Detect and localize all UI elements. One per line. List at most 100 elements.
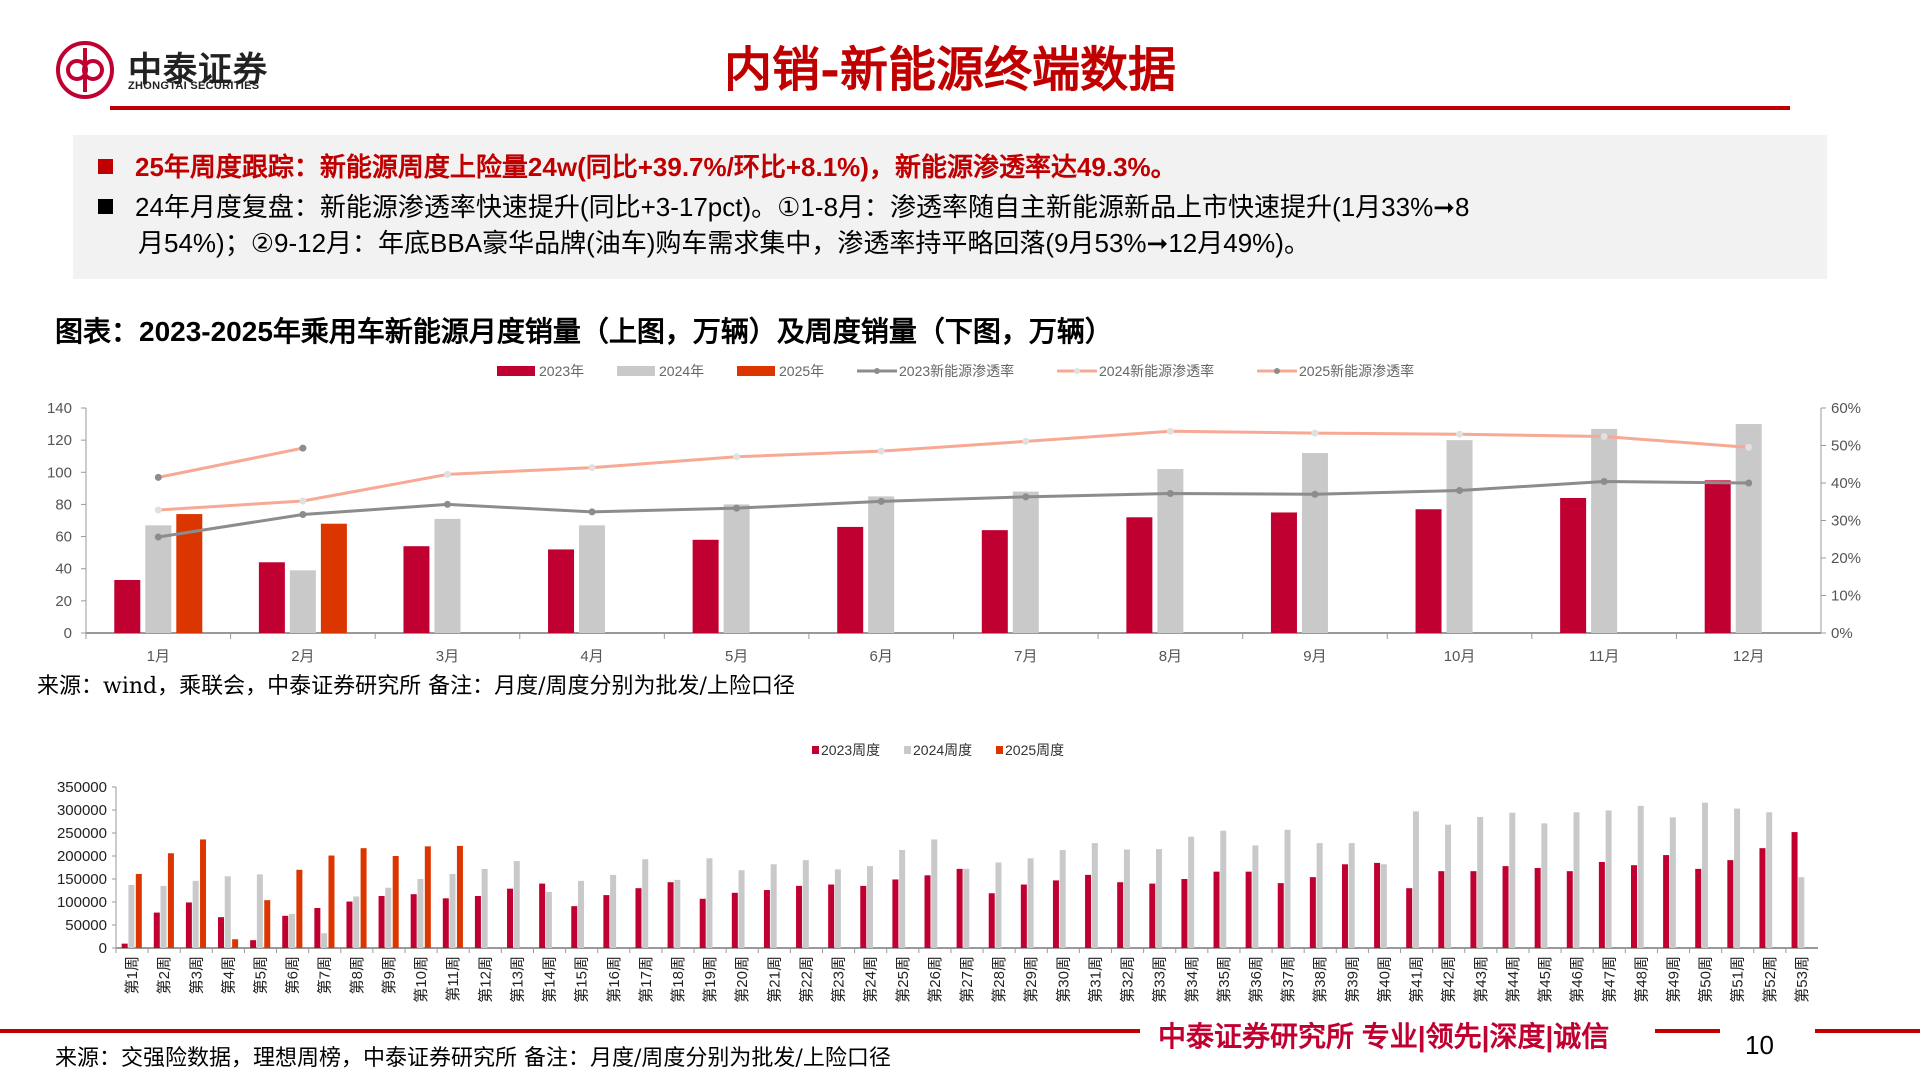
point-2024新能源渗透率 <box>1311 429 1319 437</box>
bar-2023周度 <box>1470 871 1477 948</box>
y2-tick-label: 50% <box>1831 438 1861 455</box>
point-2023新能源渗透率 <box>1166 490 1174 497</box>
bar-2024周度 <box>1734 808 1741 948</box>
x-tick-label: 11月 <box>1589 648 1620 665</box>
bar-2025周度 <box>296 869 303 948</box>
bar-2023年 <box>837 526 864 633</box>
bar-2024周度 <box>834 869 841 948</box>
bar-2023年 <box>1560 498 1587 633</box>
bar-2025周度 <box>392 856 399 948</box>
bar-2024周度 <box>1380 864 1387 948</box>
bar-2023周度 <box>121 943 128 948</box>
x-tick-label: 第3周 <box>187 956 205 994</box>
point-2023新能源渗透率 <box>877 497 885 505</box>
y-tick-label: 300000 <box>57 802 107 819</box>
x-tick-label: 10月 <box>1444 648 1476 665</box>
bullet-square-icon <box>98 159 113 174</box>
legend-swatch <box>497 366 535 376</box>
x-tick-label: 第47周 <box>1600 956 1618 1003</box>
bar-2024周度 <box>1059 850 1066 948</box>
bar-2024周度 <box>899 850 906 948</box>
bar-2025周度 <box>264 900 271 948</box>
bar-2023周度 <box>1374 862 1381 948</box>
x-tick-label: 1月 <box>147 648 170 665</box>
x-tick-label: 第12周 <box>476 956 494 1003</box>
legend-label: 2025年 <box>779 363 824 379</box>
x-tick-label: 第35周 <box>1215 956 1233 1003</box>
x-tick-label: 第6周 <box>284 956 302 994</box>
y-tick-label: 50000 <box>65 917 107 934</box>
x-tick-label: 第32周 <box>1119 956 1137 1003</box>
bar-2023周度 <box>1277 883 1284 948</box>
y-tick-label: 20 <box>55 593 72 610</box>
point-2023新能源渗透率 <box>588 508 596 516</box>
legend-label: 2023年 <box>539 363 584 379</box>
bar-2023周度 <box>1085 874 1092 948</box>
bar-2024周度 <box>802 860 809 948</box>
point-2024新能源渗透率 <box>1456 430 1464 438</box>
bar-2025年 <box>320 523 347 633</box>
legend-swatch <box>617 366 655 376</box>
x-tick-label: 9月 <box>1303 648 1326 665</box>
bar-2023年 <box>548 549 575 633</box>
bar-2023周度 <box>1598 861 1605 948</box>
bar-2024周度 <box>1605 810 1612 948</box>
point-2025新能源渗透率 <box>154 473 162 481</box>
bar-2024周度 <box>931 839 938 948</box>
bar-2024周度 <box>1284 829 1291 948</box>
bar-2024年 <box>289 570 316 633</box>
legend-swatch <box>996 746 1003 754</box>
bar-2023周度 <box>1663 855 1670 948</box>
y2-tick-label: 60% <box>1831 400 1861 417</box>
y-tick-label: 40 <box>55 561 72 578</box>
bar-2023年 <box>1415 509 1442 633</box>
bar-2025周度 <box>424 846 431 948</box>
point-2023新能源渗透率 <box>154 533 162 541</box>
bar-2023周度 <box>314 907 321 948</box>
bar-2024周度 <box>224 876 231 948</box>
x-tick-label: 第43周 <box>1472 956 1490 1003</box>
bar-2023周度 <box>1341 864 1348 948</box>
y-tick-label: 0 <box>64 625 72 642</box>
x-tick-label: 第18周 <box>669 956 687 1003</box>
x-tick-label: 第44周 <box>1504 956 1522 1003</box>
point-2024新能源渗透率 <box>1022 437 1030 445</box>
summary-box: 25年周度跟踪：新能源周度上险量24w(同比+39.7%/环比+8.1%)，新能… <box>73 135 1827 279</box>
bar-2024年 <box>1735 424 1762 633</box>
line-2024新能源渗透率 <box>158 429 1749 512</box>
bar-2023周度 <box>378 896 385 948</box>
bar-2024周度 <box>1252 845 1259 948</box>
point-2023新能源渗透率 <box>1311 490 1319 498</box>
bar-2023周度 <box>667 882 674 948</box>
bar-2025周度 <box>360 848 367 948</box>
y2-tick-label: 40% <box>1831 475 1861 492</box>
bar-2024周度 <box>321 933 328 948</box>
x-tick-label: 第4周 <box>219 956 237 994</box>
x-tick-label: 第42周 <box>1440 956 1458 1003</box>
legend-label: 2025新能源渗透率 <box>1299 363 1414 379</box>
bullet-square-icon <box>98 199 113 214</box>
bar-2023年 <box>981 530 1008 633</box>
x-tick-label: 第41周 <box>1408 956 1426 1003</box>
bar-2023周度 <box>1695 868 1702 948</box>
bar-2024周度 <box>1412 811 1419 948</box>
bar-2024周度 <box>642 859 649 948</box>
x-tick-label: 第22周 <box>797 956 815 1003</box>
x-tick-label: 第50周 <box>1697 956 1715 1003</box>
bar-2023周度 <box>507 888 514 948</box>
x-tick-label: 第29周 <box>1022 956 1040 1003</box>
bar-2023周度 <box>442 898 449 948</box>
x-tick-label: 第24周 <box>862 956 880 1003</box>
summary-line-weekly: 25年周度跟踪：新能源周度上险量24w(同比+39.7%/环比+8.1%)，新能… <box>98 147 1177 187</box>
x-tick-label: 第48周 <box>1632 956 1650 1003</box>
bar-2023周度 <box>539 883 546 948</box>
bar-2024周度 <box>192 880 199 948</box>
bar-2024周度 <box>1027 858 1034 948</box>
page-number: 10 <box>1745 1030 1774 1060</box>
bar-2024周度 <box>1509 812 1516 948</box>
line-2023新能源渗透率 <box>158 479 1749 539</box>
bar-2023年 <box>258 562 285 633</box>
footer-divider <box>1815 1029 1920 1033</box>
bar-2023周度 <box>924 875 931 948</box>
bar-2024周度 <box>995 862 1002 948</box>
